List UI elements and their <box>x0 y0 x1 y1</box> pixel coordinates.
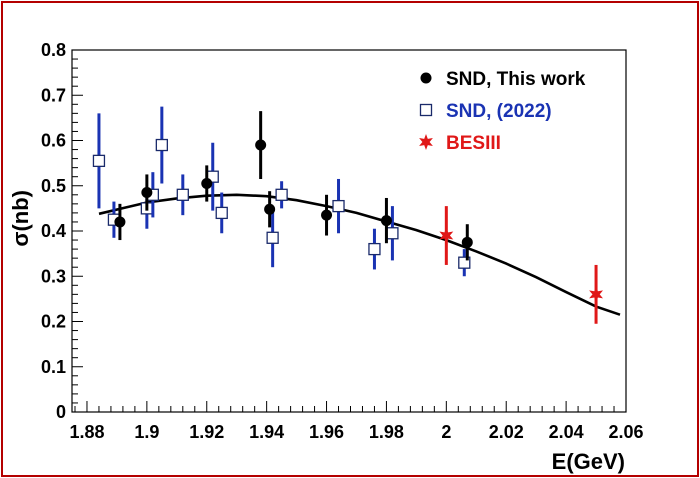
data-point-square <box>275 188 288 201</box>
x-axis-label: E(GeV) <box>552 449 625 474</box>
x-tick-label: 1.98 <box>369 422 404 442</box>
data-point-square <box>419 103 433 117</box>
data-point-star <box>589 286 603 303</box>
x-tick-label: 2 <box>441 422 451 442</box>
data-points <box>92 106 603 324</box>
legend-label: SND, This work <box>446 69 586 90</box>
x-tick-label: 1.94 <box>249 422 284 442</box>
x-axis: 1.88 1.9 1.92 1.94 1.96 1.98 2 2.02 2.04 2.06 <box>69 401 644 442</box>
data-point-circle <box>264 203 276 215</box>
fit-curve <box>98 193 621 316</box>
data-point-star <box>419 134 433 150</box>
legend: SND, This work SND, (2022) BESIII <box>419 69 586 154</box>
y-tick-label: 0.5 <box>41 176 66 196</box>
data-point-circle <box>201 177 213 189</box>
data-point-square <box>266 231 279 244</box>
y-tick-label: 0.8 <box>41 40 66 60</box>
data-point-square <box>176 188 189 201</box>
y-tick-label: 0.6 <box>41 131 66 151</box>
y-tick-label: 0.1 <box>41 357 66 377</box>
data-point-square <box>92 154 106 168</box>
data-point-square <box>332 199 345 213</box>
y-tick-label: 0.3 <box>41 266 66 286</box>
data-point-circle <box>255 139 267 151</box>
x-tick-label: 1.92 <box>189 422 224 442</box>
plot-frame <box>71 49 627 413</box>
data-point-circle <box>114 216 126 228</box>
x-tick-label: 1.96 <box>309 422 344 442</box>
y-axis-label: σ(nb) <box>8 190 33 247</box>
y-tick-label: 0 <box>56 402 66 422</box>
y-tick-label: 0.4 <box>41 221 66 241</box>
y-tick-label: 0.7 <box>41 85 66 105</box>
x-tick-label: 1.88 <box>69 422 104 442</box>
data-point-circle <box>141 187 153 199</box>
data-point-circle <box>321 209 333 221</box>
x-tick-label: 2.02 <box>489 422 524 442</box>
legend-label: SND, (2022) <box>446 101 552 122</box>
x-tick-label: 2.04 <box>549 422 584 442</box>
y-axis: 0 0.1 0.2 0.3 0.4 0.5 0.6 0.7 0.8 <box>41 40 83 422</box>
data-point-square <box>155 138 168 152</box>
data-point-circle <box>461 236 473 248</box>
x-tick-label: 2.06 <box>608 422 643 442</box>
data-point-circle <box>380 215 392 227</box>
data-point-square <box>368 242 381 256</box>
data-point-star <box>439 227 454 244</box>
data-point-square <box>386 227 399 240</box>
y-tick-label: 0.2 <box>41 312 66 332</box>
data-point-square <box>458 256 471 269</box>
data-point-circle <box>420 72 432 84</box>
legend-label: BESIII <box>446 133 501 154</box>
data-point-square <box>215 206 228 220</box>
x-tick-label: 1.9 <box>134 422 159 442</box>
